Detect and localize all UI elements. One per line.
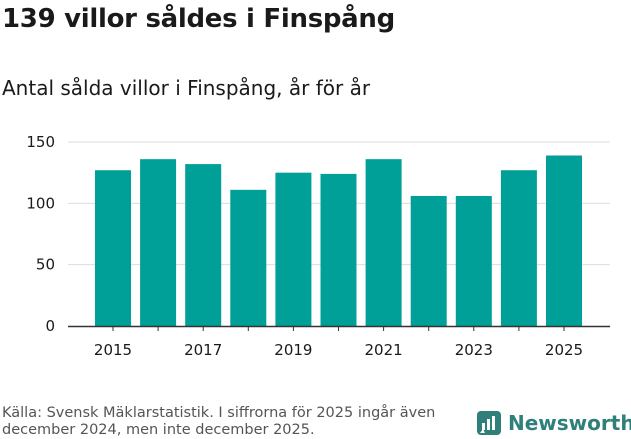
bar-2016 xyxy=(140,159,177,326)
y-tick-label: 100 xyxy=(26,194,55,212)
bar-2020 xyxy=(320,173,357,326)
y-tick-label: 50 xyxy=(36,256,55,274)
bar-2022 xyxy=(410,195,447,326)
chart-subtitle: Antal sålda villor i Finspång, år för år xyxy=(2,76,371,100)
x-tick-label: 2017 xyxy=(184,341,222,359)
newsworthy-logo-icon xyxy=(477,411,501,435)
bar-2018 xyxy=(230,189,267,326)
chart-title: 139 villor såldes i Finspång xyxy=(2,4,395,34)
brand-name: Newsworthy xyxy=(508,411,631,435)
y-tick-label: 0 xyxy=(45,317,55,335)
bar-2015 xyxy=(95,170,131,326)
y-tick-label: 150 xyxy=(26,133,55,151)
bar-2021 xyxy=(365,159,402,326)
x-tick-label: 2023 xyxy=(455,341,493,359)
bar-2024 xyxy=(500,170,537,326)
x-tick-label: 2019 xyxy=(274,341,312,359)
bar-2019 xyxy=(275,172,312,326)
bar-chart: 0 50 100 150 2015 2017 2019 2021 2023 2025 xyxy=(26,133,610,359)
x-tick-label: 2015 xyxy=(94,341,132,359)
bar-2023 xyxy=(455,195,492,326)
bar-2017 xyxy=(185,164,222,326)
bar-2025 xyxy=(546,155,582,326)
source-note: Källa: Svensk Mäklarstatistik. I siffror… xyxy=(2,405,436,438)
x-tick-label: 2021 xyxy=(365,341,403,359)
brand-logo: Newsworthy xyxy=(476,408,631,438)
x-tick-label: 2025 xyxy=(545,341,583,359)
